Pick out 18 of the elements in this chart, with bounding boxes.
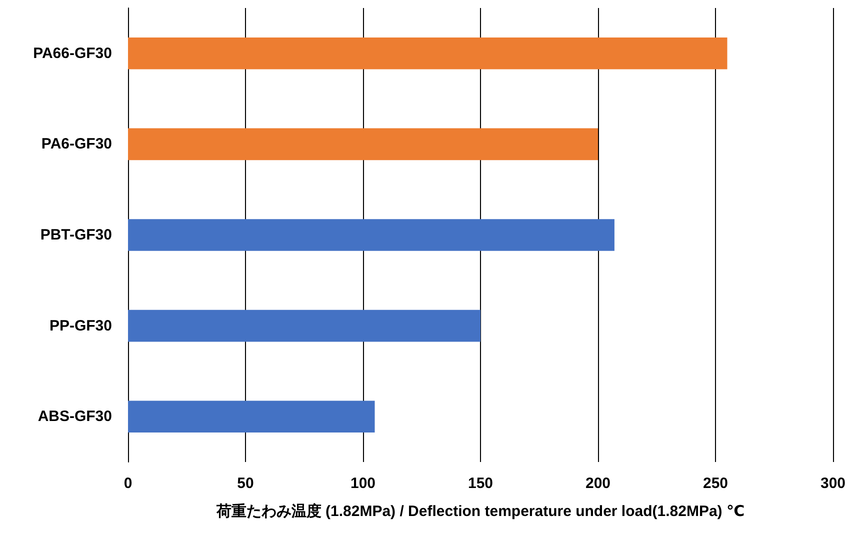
x-tick-label: 150: [468, 475, 494, 492]
bar: [128, 219, 614, 251]
x-axis-title: 荷重たわみ温度 (1.82MPa) / Deflection temperature under load(1.82MPa) ℃: [215, 502, 745, 520]
x-tick-label: 50: [237, 475, 254, 492]
bar: [128, 38, 728, 70]
y-tick-label: PA66-GF30: [33, 44, 112, 62]
bar: [128, 400, 375, 432]
x-tick-label: 250: [702, 475, 728, 492]
x-tick-label: 300: [820, 475, 846, 492]
y-tick-label: PA6-GF30: [41, 136, 112, 153]
bar: [128, 310, 480, 342]
x-tick-label: 200: [585, 475, 611, 492]
x-tick-label: 0: [124, 475, 132, 492]
y-tick-label: PP-GF30: [49, 317, 112, 334]
x-tick-label: 100: [350, 475, 376, 492]
y-tick-label: PBT-GF30: [40, 226, 112, 244]
y-tick-label: ABS-GF30: [38, 408, 112, 426]
bar: [128, 128, 598, 160]
